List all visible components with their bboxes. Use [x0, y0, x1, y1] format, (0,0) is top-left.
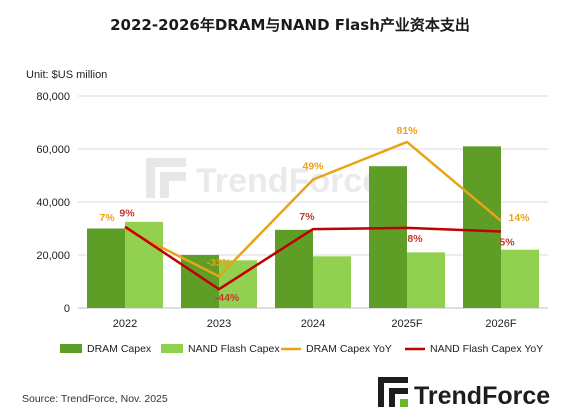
- x-tick-label: 2023: [207, 318, 231, 330]
- data-label-dram-yoy: -33%: [207, 257, 232, 269]
- legend-item-nand-capex: NAND Flash Capex: [161, 343, 280, 355]
- watermark: TrendForce: [146, 158, 381, 200]
- y-tick-label: 20,000: [36, 250, 70, 262]
- unit-label: Unit: $US million: [26, 69, 107, 81]
- watermark-text: TrendForce: [196, 162, 381, 200]
- legend-swatch-dram-capex: [60, 344, 82, 353]
- data-label-nand-yoy: 5%: [499, 236, 515, 248]
- data-label-nand-yoy: 8%: [407, 233, 423, 245]
- x-tick-label: 2024: [301, 318, 325, 330]
- x-tick-label: 2025F: [391, 318, 422, 330]
- source-note: Source: TrendForce, Nov. 2025: [22, 393, 168, 405]
- legend-swatch-nand-capex: [161, 344, 183, 353]
- line-dram-yoy: [124, 140, 502, 278]
- bar-nand-capex: [313, 256, 351, 308]
- y-tick-label: 0: [64, 303, 70, 315]
- data-label-dram-yoy: 14%: [508, 212, 530, 224]
- bar-dram-capex: [87, 228, 125, 308]
- legend-label-dram-capex: DRAM Capex: [87, 343, 152, 355]
- legend-item-dram-yoy: DRAM Capex YoY: [281, 343, 392, 355]
- bar-dram-capex: [181, 255, 219, 308]
- bar-nand-capex: [125, 221, 163, 308]
- y-tick-label: 40,000: [36, 197, 70, 209]
- bar-dram-capex: [369, 166, 407, 308]
- x-tick-label: 2026F: [485, 318, 516, 330]
- legend-label-nand-yoy: NAND Flash Capex YoY: [430, 343, 543, 355]
- y-tick-label: 80,000: [36, 91, 70, 103]
- brand-logo: TrendForce: [378, 377, 550, 410]
- data-label-nand-yoy: 7%: [299, 211, 315, 223]
- bar-nand-capex: [407, 252, 445, 308]
- bar-dram-capex: [463, 146, 501, 308]
- legend-label-dram-yoy: DRAM Capex YoY: [306, 343, 392, 355]
- brand-name: TrendForce: [414, 382, 550, 410]
- chart-title: 2022-2026年DRAM与NAND Flash产业资本支出: [110, 16, 470, 34]
- data-label-dram-yoy: 81%: [396, 125, 418, 137]
- trendforce-logo-icon: [378, 377, 408, 407]
- line-nand-yoy: [124, 225, 502, 291]
- data-label-dram-yoy: 49%: [302, 161, 324, 173]
- data-label-nand-yoy: -44%: [215, 292, 240, 304]
- x-axis-ticks: 2022 2023 2024 2025F 2026F: [113, 318, 517, 330]
- x-tick-label: 2022: [113, 318, 137, 330]
- legend-label-nand-capex: NAND Flash Capex: [188, 343, 280, 355]
- bar-series: [87, 146, 539, 308]
- legend-item-nand-yoy: NAND Flash Capex YoY: [405, 343, 543, 355]
- bar-dram-capex: [275, 229, 313, 308]
- y-tick-label: 60,000: [36, 144, 70, 156]
- y-axis-ticks: 0 20,000 40,000 60,000 80,000: [36, 91, 70, 315]
- watermark-logo-icon: [146, 158, 186, 198]
- legend-item-dram-capex: DRAM Capex: [60, 343, 152, 355]
- line-series: [124, 140, 502, 291]
- legend: DRAM Capex NAND Flash Capex DRAM Capex Y…: [60, 343, 543, 355]
- data-label-nand-yoy: 9%: [119, 208, 135, 220]
- bar-nand-capex: [501, 249, 539, 308]
- data-labels: 7% -33% 49% 81% 14% 9% -44% 7% 8% 5%: [99, 125, 530, 304]
- data-label-dram-yoy: 7%: [99, 212, 115, 224]
